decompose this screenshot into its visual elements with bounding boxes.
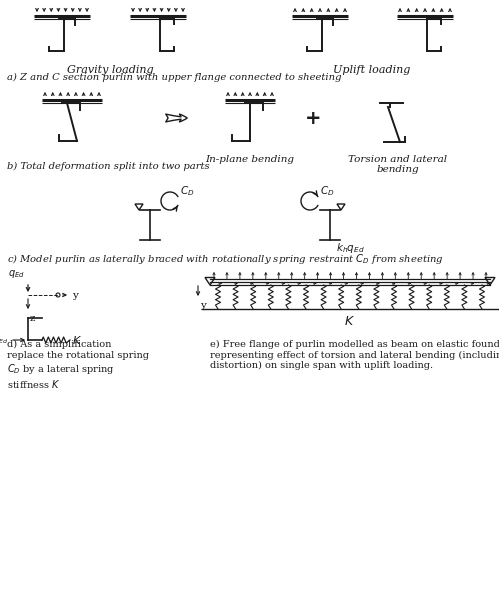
Text: $k_h q_{Ed}$: $k_h q_{Ed}$ bbox=[336, 241, 364, 255]
Text: +: + bbox=[305, 109, 321, 127]
Text: $k_h q_{Ed}$: $k_h q_{Ed}$ bbox=[0, 334, 8, 346]
Text: y: y bbox=[200, 301, 206, 310]
Text: $K$: $K$ bbox=[344, 315, 355, 328]
Text: $C_D$: $C_D$ bbox=[320, 184, 334, 198]
Text: In-plane bending: In-plane bending bbox=[206, 155, 294, 164]
Text: b) Total deformation split into two parts: b) Total deformation split into two part… bbox=[7, 162, 210, 171]
Text: d) As a simplification
replace the rotational spring
$C_D$ by a lateral spring
s: d) As a simplification replace the rotat… bbox=[7, 340, 149, 390]
Text: y: y bbox=[72, 290, 78, 300]
Text: $C_D$: $C_D$ bbox=[180, 184, 195, 198]
Text: Torsion and lateral
bending: Torsion and lateral bending bbox=[348, 155, 448, 174]
Text: Gravity loading: Gravity loading bbox=[67, 65, 153, 75]
Text: e) Free flange of purlin modelled as beam on elastic foundation. Model
represent: e) Free flange of purlin modelled as bea… bbox=[210, 340, 499, 370]
Text: $K$: $K$ bbox=[72, 334, 82, 346]
Text: z: z bbox=[30, 314, 35, 323]
Text: $q_{Ed}$: $q_{Ed}$ bbox=[8, 268, 25, 280]
Text: a) Z and C section purlin with upper flange connected to sheeting: a) Z and C section purlin with upper fla… bbox=[7, 73, 341, 82]
Text: c) Model purlin as laterally braced with rotationally spring restraint $C_D$ fro: c) Model purlin as laterally braced with… bbox=[7, 252, 444, 266]
Text: Uplift loading: Uplift loading bbox=[333, 65, 411, 75]
